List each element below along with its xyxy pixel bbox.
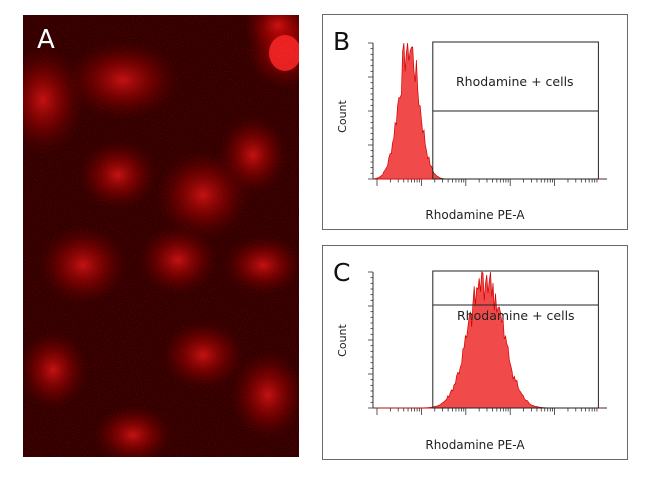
gate-rectangle xyxy=(432,270,599,409)
histogram-c-plot xyxy=(368,270,607,415)
panel-a-fluorescence-image: A xyxy=(23,15,299,457)
panel-c-y-axis-label: Count xyxy=(335,324,349,357)
fluorescence-micrograph xyxy=(23,15,299,457)
noise-overlay xyxy=(23,15,299,457)
panel-c-letter: C xyxy=(333,258,351,287)
histogram-area xyxy=(375,271,601,409)
panel-b-letter: B xyxy=(333,27,351,56)
panel-c-histogram: C Count Rhodamine PE-A Rhodamine + cells xyxy=(322,245,628,460)
panel-b-y-axis-label: Count xyxy=(335,100,349,133)
panel-b-histogram: B Count Rhodamine PE-A Rhodamine + cells xyxy=(322,14,628,230)
panel-b-gate-label: Rhodamine + cells xyxy=(456,74,574,89)
gate-rectangle xyxy=(432,41,599,180)
panel-c-gate-label: Rhodamine + cells xyxy=(457,308,575,323)
histogram-b-plot xyxy=(368,41,607,186)
panel-c-x-axis-label: Rhodamine PE-A xyxy=(425,438,525,452)
panel-a-letter: A xyxy=(37,25,55,55)
panel-b-x-axis-label: Rhodamine PE-A xyxy=(425,208,525,222)
